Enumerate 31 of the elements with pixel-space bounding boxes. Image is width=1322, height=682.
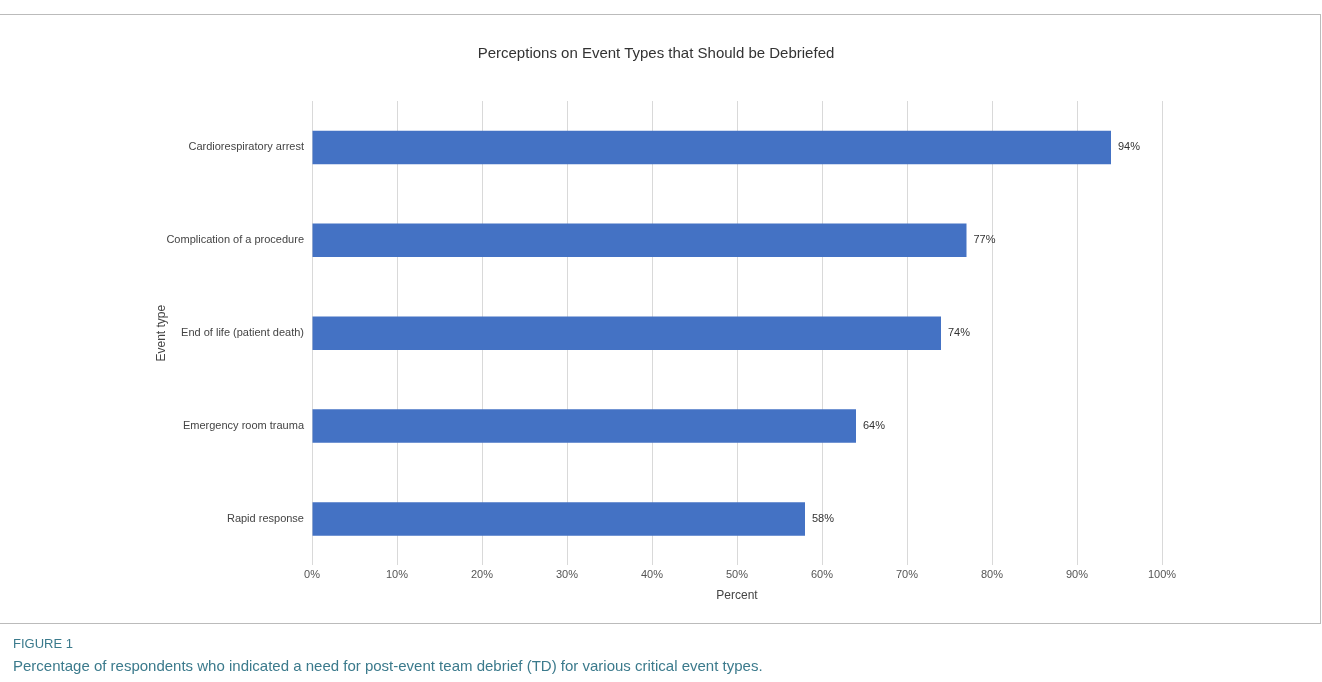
x-tick-label: 40% (640, 568, 664, 581)
text: Percentage of respondents who indicated a need for post-event team debrief (TD) for various critical event types. (13, 657, 763, 674)
bar (312, 409, 856, 443)
data-label: 77% (973, 233, 996, 246)
bar (312, 502, 805, 536)
data-label: 58% (812, 511, 835, 524)
x-tick-label: 60% (810, 568, 834, 581)
x-tick-label: 50% (725, 568, 749, 581)
x-tick-label: 90% (1065, 568, 1089, 581)
x-tick-label: 100% (1147, 568, 1177, 581)
y-tick-label: End of life (patient death) (181, 326, 304, 339)
bar (312, 223, 967, 258)
data-label: 94% (1118, 140, 1141, 153)
y-axis-title: Event type (153, 304, 168, 362)
x-tick-label: 80% (980, 568, 1004, 581)
x-tick-label: 70% (895, 568, 919, 581)
y-tick-label: Complication of a procedure (166, 233, 304, 246)
x-tick-label: 10% (385, 568, 409, 581)
y-tick-label: Rapid response (226, 511, 304, 524)
x-axis-title: Percent (716, 588, 759, 603)
caption: FIGURE 1 (13, 636, 74, 651)
bar (312, 130, 1111, 165)
y-tick-label: Cardiorespiratory arrest (188, 140, 304, 153)
chart-title: Perceptions on Event Types that Should be Debriefed (477, 44, 835, 62)
x-tick-label: 20% (470, 568, 494, 581)
bar (312, 316, 941, 350)
x-tick-label: 30% (555, 568, 579, 581)
y-tick-label: Emergency room trauma (182, 419, 305, 432)
data-label: 74% (948, 326, 971, 339)
data-label: 64% (863, 419, 886, 432)
x-tick-label: 0% (304, 568, 321, 581)
